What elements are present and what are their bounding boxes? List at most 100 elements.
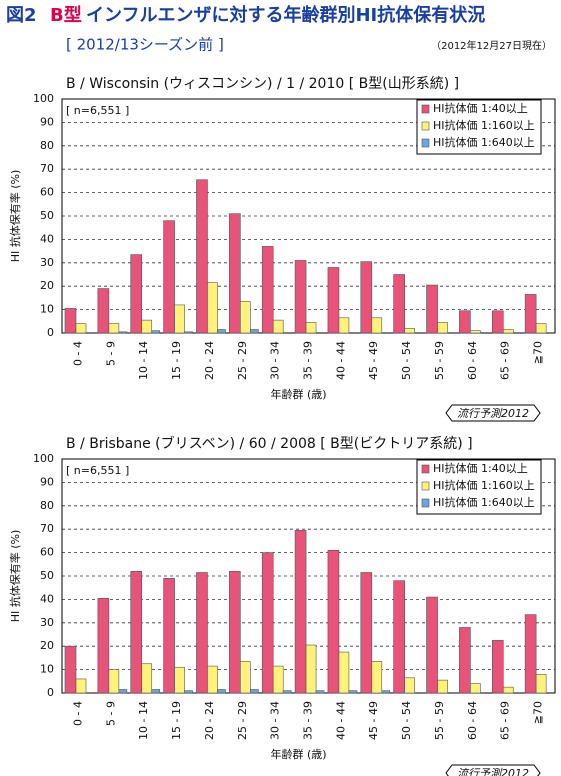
bar xyxy=(141,663,153,694)
date: （2012年12月27日現在） xyxy=(431,39,552,52)
bar xyxy=(118,331,128,334)
legend-label: HI抗体価 1:160以上 xyxy=(433,118,535,132)
bar xyxy=(207,665,218,694)
bar xyxy=(97,597,110,694)
x-tick-label: 35 - 39 xyxy=(302,341,315,380)
bar xyxy=(151,330,161,334)
y-tick-label: 100 xyxy=(33,452,54,465)
bar xyxy=(437,679,448,694)
y-tick-label: 60 xyxy=(40,546,54,559)
bar xyxy=(327,267,340,334)
bar xyxy=(338,317,350,334)
bar xyxy=(502,329,514,334)
x-tick-label: 60 - 64 xyxy=(466,341,479,380)
bar xyxy=(459,310,471,334)
bar xyxy=(97,288,110,334)
y-tick-label: 90 xyxy=(40,115,54,128)
y-tick-label: 20 xyxy=(40,279,54,292)
bar xyxy=(393,274,405,334)
bar xyxy=(470,330,481,334)
x-tick-label: 55 - 59 xyxy=(433,701,446,740)
bar xyxy=(229,213,241,334)
x-tick-label: 15 - 19 xyxy=(170,701,183,740)
source-badge xyxy=(445,404,541,422)
bar xyxy=(360,261,373,334)
bar xyxy=(459,627,471,694)
legend-swatch xyxy=(421,498,430,508)
y-tick-label: 70 xyxy=(40,162,54,175)
y-tick-label: 70 xyxy=(40,522,54,535)
annotation: [ n=6,551 ] xyxy=(66,464,129,477)
bar xyxy=(196,572,208,694)
chart-title: B / Brisbane (ブリスベン) / 60 / 2008 [ B型(ビク… xyxy=(66,435,473,452)
x-tick-label: 10 - 14 xyxy=(137,701,150,740)
bar xyxy=(524,294,537,334)
source-label: 流行予測2012 xyxy=(457,767,529,776)
x-tick-label: 45 - 49 xyxy=(367,341,380,380)
y-tick-label: 0 xyxy=(47,326,54,339)
x-tick-label: 45 - 49 xyxy=(367,701,380,740)
title-type: B型 xyxy=(50,4,82,26)
bar xyxy=(75,678,87,694)
bar xyxy=(491,310,504,334)
fig-label: 図2 xyxy=(6,5,37,26)
bar xyxy=(470,683,481,694)
legend-label: HI抗体価 1:160以上 xyxy=(433,478,535,492)
x-tick-label: 5 - 9 xyxy=(104,701,117,726)
bar xyxy=(272,319,284,334)
bar xyxy=(524,614,537,694)
bar xyxy=(130,571,143,694)
y-tick-label: 40 xyxy=(40,232,54,245)
bar xyxy=(535,673,547,694)
bar xyxy=(217,329,226,334)
y-tick-label: 10 xyxy=(40,303,54,316)
bar xyxy=(315,690,325,694)
y-axis-label: HI 抗体保有率 (%) xyxy=(8,170,22,263)
bar xyxy=(360,572,373,694)
bar xyxy=(282,690,292,694)
bar xyxy=(261,246,274,334)
legend-swatch xyxy=(421,104,430,114)
x-tick-label: 40 - 44 xyxy=(334,701,347,740)
y-tick-label: 80 xyxy=(40,499,54,512)
legend-label: HI抗体価 1:40以上 xyxy=(433,461,528,475)
bar xyxy=(250,329,259,334)
bar xyxy=(229,571,241,694)
legend-swatch xyxy=(421,481,430,491)
x-tick-label: 65 - 69 xyxy=(499,701,512,740)
bar xyxy=(130,254,143,334)
bar xyxy=(426,284,438,334)
bar xyxy=(535,323,547,334)
bar xyxy=(371,317,383,334)
bar xyxy=(381,690,391,694)
x-tick-label: 5 - 9 xyxy=(104,341,117,366)
y-tick-label: 50 xyxy=(40,209,54,222)
bar xyxy=(163,220,175,334)
x-tick-label: 30 - 34 xyxy=(269,341,282,380)
bar xyxy=(393,580,405,694)
bar xyxy=(184,690,193,694)
annotation: [ n=6,551 ] xyxy=(66,104,129,117)
x-tick-label: ≧70 xyxy=(532,701,545,724)
x-tick-label: 40 - 44 xyxy=(334,341,347,380)
bar xyxy=(184,331,193,334)
bar xyxy=(404,677,415,694)
x-tick-label: 50 - 54 xyxy=(400,341,413,380)
y-tick-label: 50 xyxy=(40,569,54,582)
x-tick-label: 55 - 59 xyxy=(433,341,446,380)
bar xyxy=(207,282,218,334)
x-tick-label: ≧70 xyxy=(532,341,545,364)
bar xyxy=(305,644,317,694)
x-tick-label: 50 - 54 xyxy=(400,701,413,740)
bar xyxy=(371,661,383,694)
y-tick-label: 30 xyxy=(40,256,54,269)
legend-swatch xyxy=(421,464,430,474)
bar xyxy=(294,530,307,694)
bar xyxy=(305,322,317,334)
bar xyxy=(250,689,259,694)
bar xyxy=(163,578,175,694)
legend-swatch xyxy=(421,121,430,131)
legend-box xyxy=(416,99,542,155)
bar xyxy=(348,690,358,694)
bar xyxy=(240,301,251,334)
